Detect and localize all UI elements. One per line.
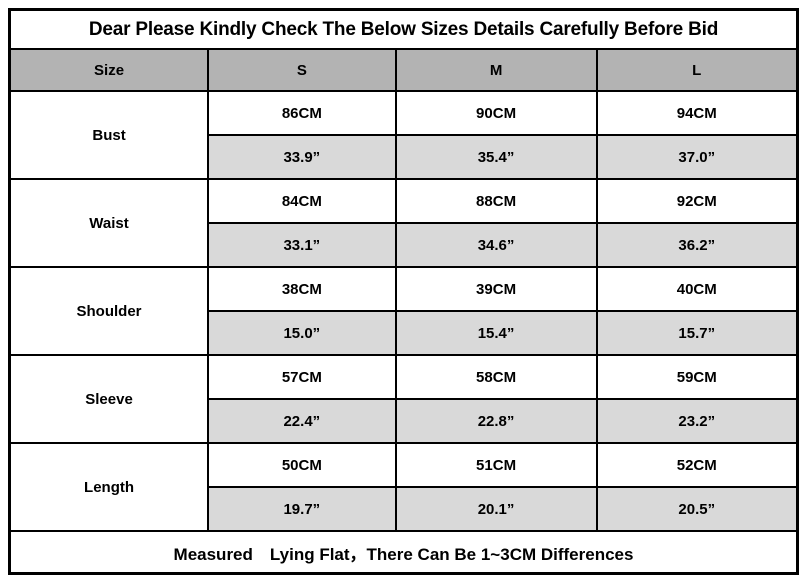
length-cm-m: 51CM — [394, 442, 598, 488]
title-row: Dear Please Kindly Check The Below Sizes… — [8, 8, 799, 50]
shoulder-inch-s: 15.0” — [207, 310, 397, 356]
header-col-m: M — [394, 48, 598, 92]
row-label-length: Length — [8, 442, 210, 532]
size-chart-table: Dear Please Kindly Check The Below Sizes… — [8, 8, 799, 575]
sleeve-inch-l: 23.2” — [595, 398, 799, 444]
length-inch-s: 19.7” — [207, 486, 397, 532]
length-inch-m: 20.1” — [394, 486, 598, 532]
waist-cm-m: 88CM — [394, 178, 598, 224]
table-row-waist-cm: Waist 84CM 88CM 92CM — [8, 178, 799, 268]
shoulder-inch-m: 15.4” — [394, 310, 598, 356]
table-row-length-inch: 19.7” 20.1” 20.5” — [10, 486, 799, 532]
sleeve-cm-l: 59CM — [595, 354, 799, 400]
shoulder-cm-l: 40CM — [595, 266, 799, 312]
measurement-note: Measured Lying Flat，There Can Be 1~3CM D… — [8, 530, 799, 575]
table-row-sleeve-inch: 22.4” 22.8” 23.2” — [10, 398, 799, 444]
table-row-shoulder-inch: 15.0” 15.4” 15.7” — [10, 310, 799, 356]
table-row-bust-inch: 33.9” 35.4” 37.0” — [10, 134, 799, 180]
bust-cm-m: 90CM — [394, 90, 598, 136]
table-row-bust-cm: Bust 86CM 90CM 94CM — [8, 90, 799, 180]
bust-cm-s: 86CM — [207, 90, 397, 136]
header-size-label: Size — [8, 48, 210, 92]
shoulder-cm-m: 39CM — [394, 266, 598, 312]
header-col-l: L — [595, 48, 799, 92]
length-cm-s: 50CM — [207, 442, 397, 488]
waist-inch-s: 33.1” — [207, 222, 397, 268]
sleeve-inch-s: 22.4” — [207, 398, 397, 444]
sleeve-cm-m: 58CM — [394, 354, 598, 400]
size-chart-sheet: Dear Please Kindly Check The Below Sizes… — [8, 8, 799, 575]
table-row-shoulder-cm: Shoulder 38CM 39CM 40CM — [8, 266, 799, 356]
sleeve-cm-s: 57CM — [207, 354, 397, 400]
waist-cm-l: 92CM — [595, 178, 799, 224]
bust-inch-s: 33.9” — [207, 134, 397, 180]
row-label-waist: Waist — [8, 178, 210, 268]
table-row-waist-inch: 33.1” 34.6” 36.2” — [10, 222, 799, 268]
row-label-bust: Bust — [8, 90, 210, 180]
sleeve-inch-m: 22.8” — [394, 398, 598, 444]
header-col-s: S — [207, 48, 397, 92]
row-label-sleeve: Sleeve — [8, 354, 210, 444]
table-row-sleeve-cm: Sleeve 57CM 58CM 59CM — [8, 354, 799, 444]
shoulder-inch-l: 15.7” — [595, 310, 799, 356]
page-title: Dear Please Kindly Check The Below Sizes… — [8, 8, 799, 50]
bust-inch-m: 35.4” — [394, 134, 598, 180]
bust-cm-l: 94CM — [595, 90, 799, 136]
length-cm-l: 52CM — [595, 442, 799, 488]
header-row: Size S M L — [8, 48, 799, 92]
footer-row: Measured Lying Flat，There Can Be 1~3CM D… — [8, 530, 799, 575]
waist-inch-l: 36.2” — [595, 222, 799, 268]
length-inch-l: 20.5” — [595, 486, 799, 532]
shoulder-cm-s: 38CM — [207, 266, 397, 312]
waist-inch-m: 34.6” — [394, 222, 598, 268]
waist-cm-s: 84CM — [207, 178, 397, 224]
row-label-shoulder: Shoulder — [8, 266, 210, 356]
bust-inch-l: 37.0” — [595, 134, 799, 180]
table-row-length-cm: Length 50CM 51CM 52CM — [8, 442, 799, 532]
